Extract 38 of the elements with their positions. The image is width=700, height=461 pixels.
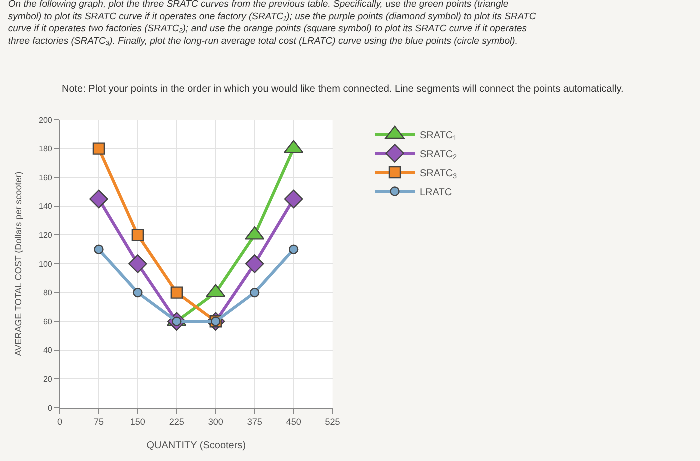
x-tick-label: 75 [94, 416, 104, 427]
legend-label: LRATC [420, 187, 452, 198]
y-tick-label: 40 [43, 346, 53, 356]
x-tick-label: 450 [286, 416, 302, 427]
x-axis-title: QUANTITY (Scooters) [146, 440, 246, 452]
x-tick-label: 150 [130, 416, 146, 427]
y-tick-label: 140 [39, 202, 53, 212]
point [250, 288, 260, 298]
y-tick-label: 20 [43, 375, 53, 384]
point [132, 229, 144, 242]
y-tick-label: 180 [39, 144, 53, 154]
y-tick-label: 80 [43, 288, 53, 298]
point [94, 244, 104, 254]
y-tick-label: 120 [39, 231, 53, 240]
legend-label: SRATC$_{2}$ [420, 149, 458, 162]
point [245, 254, 264, 274]
point [92, 142, 106, 155]
y-tick-label: 0 [48, 404, 53, 413]
point [170, 286, 184, 299]
legend-label: SRATC$_{1}$ [420, 130, 458, 142]
legend-label: SRATC$_{3}$ [420, 168, 458, 180]
y-tick-label: 160 [39, 173, 53, 182]
point [284, 190, 304, 209]
y-tick-label: 60 [43, 317, 53, 326]
x-tick-label: 525 [325, 416, 340, 427]
y-tick-label: 100 [39, 260, 53, 269]
chart-title: On the following graph, plot the three SRATC curves from the previous table. Specifically, use the green points (triangle symbol) to plot its SRATC curve if it operates one factory (SRATC₁); use the purple points (diamond symbol) to plot its SRATC curve if it operates two factories (SRATC₂); and use the orange points (square symbol) to plot its SRATC curve if it operates three factories (SRATC₃). Finally, plot the long-run average total cost (LRATC) curve using the blue points (circle symbol). [8, 0, 536, 47]
point [128, 254, 148, 274]
y-axis-title: AVERAGE TOTAL COST (Dollars per scooter) [13, 172, 24, 356]
text: Note: Plot your points in the order in which you would like them connected. Line segments will connect the points automatically. [62, 84, 624, 95]
y-tick-label: 200 [39, 116, 53, 125]
x-tick-label: 300 [208, 416, 224, 427]
point [288, 244, 299, 254]
x-tick-label: 225 [169, 416, 184, 427]
point [133, 288, 143, 298]
x-tick-label: 0 [57, 416, 63, 427]
x-tick-label: 375 [247, 416, 262, 427]
point [90, 190, 108, 209]
